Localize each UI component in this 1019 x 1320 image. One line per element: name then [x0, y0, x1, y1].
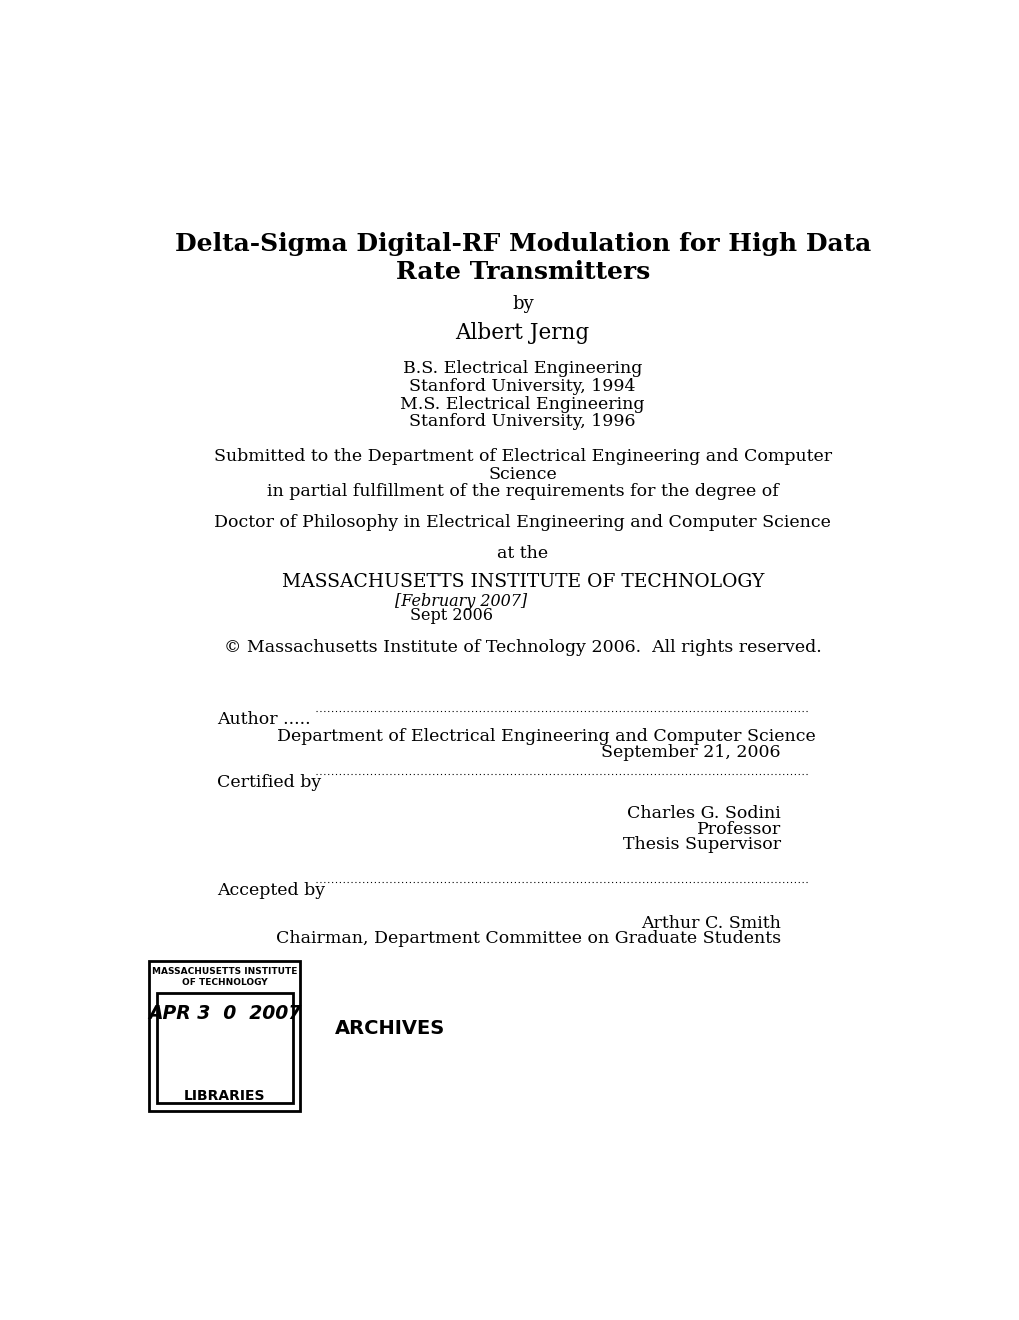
Text: Albert Jerng: Albert Jerng [455, 322, 589, 343]
Bar [157, 993, 292, 1104]
Text: Stanford University, 1996: Stanford University, 1996 [409, 413, 636, 430]
Text: in partial fulfillment of the requirements for the degree of: in partial fulfillment of the requiremen… [267, 483, 777, 500]
Text: MASSACHUSETTS INSTITUTE: MASSACHUSETTS INSTITUTE [152, 966, 298, 975]
Text: September 21, 2006: September 21, 2006 [601, 743, 781, 760]
Text: B.S. Electrical Engineering: B.S. Electrical Engineering [403, 360, 642, 378]
Text: APR 3  0  2007: APR 3 0 2007 [148, 1003, 301, 1023]
Text: LIBRARIES: LIBRARIES [183, 1089, 265, 1104]
Text: Stanford University, 1994: Stanford University, 1994 [409, 378, 636, 395]
Text: Science: Science [488, 466, 556, 483]
Text: Sept 2006: Sept 2006 [410, 607, 492, 623]
Text: Chairman, Department Committee on Graduate Students: Chairman, Department Committee on Gradua… [275, 929, 781, 946]
Text: Accepted by: Accepted by [216, 882, 324, 899]
Text: Thesis Supervisor: Thesis Supervisor [622, 836, 781, 853]
Text: Certified by: Certified by [216, 775, 321, 792]
Text: OF TECHNOLOGY: OF TECHNOLOGY [181, 978, 267, 987]
Text: [February 2007]: [February 2007] [394, 593, 526, 610]
Text: Rate Transmitters: Rate Transmitters [395, 260, 649, 284]
Text: Department of Electrical Engineering and Computer Science: Department of Electrical Engineering and… [276, 729, 814, 746]
Text: Submitted to the Department of Electrical Engineering and Computer: Submitted to the Department of Electrica… [213, 447, 832, 465]
Text: ARCHIVES: ARCHIVES [335, 1019, 445, 1039]
Text: MASSACHUSETTS INSTITUTE OF TECHNOLOGY: MASSACHUSETTS INSTITUTE OF TECHNOLOGY [281, 573, 763, 590]
Text: Charles G. Sodini: Charles G. Sodini [627, 805, 781, 822]
Text: M.S. Electrical Engineering: M.S. Electrical Engineering [400, 396, 644, 413]
Text: Arthur C. Smith: Arthur C. Smith [640, 915, 781, 932]
Text: Delta-Sigma Digital-RF Modulation for High Data: Delta-Sigma Digital-RF Modulation for Hi… [174, 231, 870, 256]
Text: Author .....: Author ..... [216, 711, 310, 729]
Text: by: by [512, 296, 533, 313]
Text: Doctor of Philosophy in Electrical Engineering and Computer Science: Doctor of Philosophy in Electrical Engin… [214, 515, 830, 531]
Text: Professor: Professor [696, 821, 781, 838]
Bar [149, 961, 300, 1111]
Text: at the: at the [496, 545, 548, 562]
Text: © Massachusetts Institute of Technology 2006.  All rights reserved.: © Massachusetts Institute of Technology … [223, 639, 821, 656]
